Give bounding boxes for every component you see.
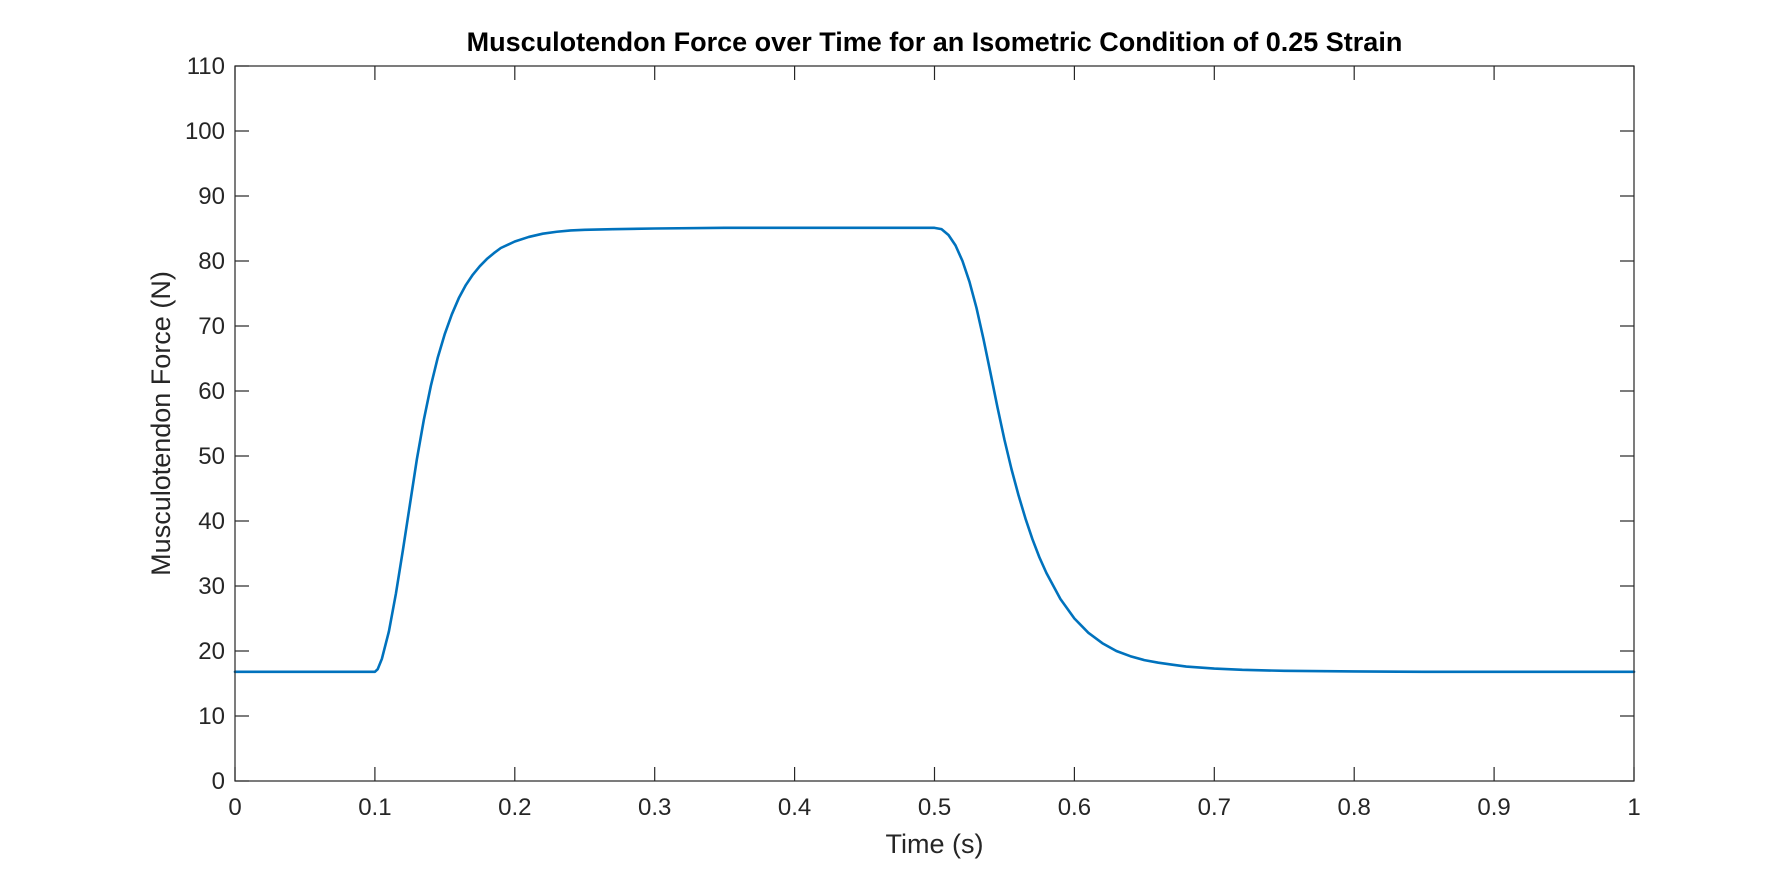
y-tick-label: 40: [198, 508, 225, 535]
y-axis-ticks: 0 10 20 30 40 50 60 70 80 90 100 110: [185, 53, 1634, 795]
x-tick-label: 0.7: [1198, 794, 1231, 821]
y-tick-label: 100: [185, 118, 225, 145]
y-tick-label: 30: [198, 573, 225, 600]
y-tick-label: 10: [198, 703, 225, 730]
x-tick-label: 0.8: [1338, 794, 1371, 821]
x-tick-label: 0.3: [638, 794, 671, 821]
chart-title: Musculotendon Force over Time for an Iso…: [467, 27, 1403, 57]
y-tick-label: 60: [198, 378, 225, 405]
x-tick-label: 0.9: [1477, 794, 1510, 821]
x-tick-label: 0.5: [918, 794, 951, 821]
y-tick-label: 50: [198, 443, 225, 470]
y-axis-label: Musculotendon Force (N): [146, 271, 176, 576]
x-tick-label: 0.4: [778, 794, 811, 821]
y-tick-label: 70: [198, 313, 225, 340]
x-tick-label: 0.6: [1058, 794, 1091, 821]
y-tick-label: 20: [198, 638, 225, 665]
series-line-1: [233, 226, 1636, 674]
x-tick-label: 0: [228, 794, 241, 821]
x-tick-label: 0.1: [358, 794, 391, 821]
series-layer: [233, 226, 1636, 674]
plot-area: [235, 66, 1634, 781]
y-tick-label: 110: [187, 53, 225, 80]
x-tick-label: 1: [1627, 794, 1640, 821]
x-tick-label: 0.2: [498, 794, 531, 821]
x-axis-label: Time (s): [886, 829, 984, 859]
y-tick-label: 80: [198, 248, 225, 275]
y-tick-label: 90: [198, 183, 225, 210]
plot-background: [235, 66, 1634, 781]
x-axis-ticks: 0 0.1 0.2 0.3 0.4 0.5 0.6 0.7 0.8 0.9 1: [228, 66, 1641, 821]
y-tick-label: 0: [212, 768, 225, 795]
